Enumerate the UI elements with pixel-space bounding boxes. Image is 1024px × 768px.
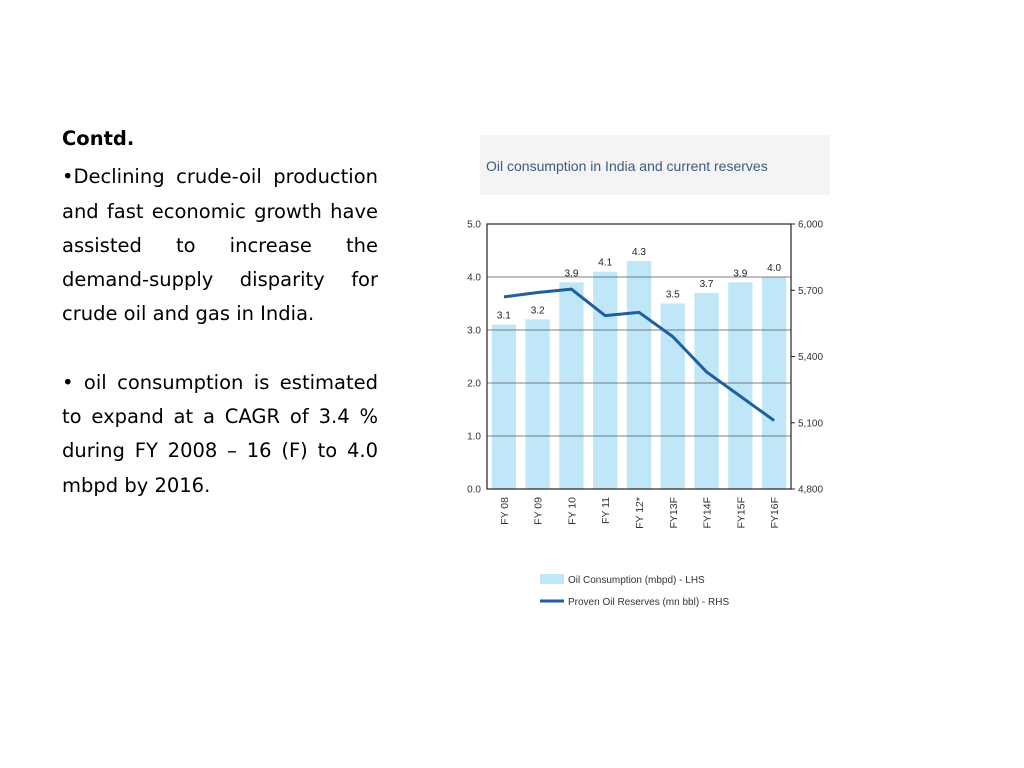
bar-value-label-8: 3.9 <box>733 268 747 279</box>
bar-5 <box>626 261 652 489</box>
chart-title: Oil consumption in India and current res… <box>486 158 768 174</box>
bar-value-label-9: 4.0 <box>767 263 781 274</box>
legend-label-consumption: Oil Consumption (mbpd) - LHS <box>568 575 705 586</box>
chart-svg: Oil consumption in India and current res… <box>467 135 830 608</box>
left-axis-tick-5: 4.0 <box>467 273 481 284</box>
legend-label-reserves: Proven Oil Reserves (mn bbl) - RHS <box>568 597 729 608</box>
category-label-8: FY15F <box>735 497 747 529</box>
bar-4 <box>593 271 618 489</box>
category-label-9: FY16F <box>769 497 781 529</box>
bar-7 <box>694 292 719 489</box>
bar-value-label-3: 3.9 <box>564 268 578 279</box>
bar-8 <box>728 282 753 489</box>
left-axis-tick-1: 0.0 <box>467 485 481 496</box>
category-label-1: FY 08 <box>499 497 511 525</box>
bar-value-label-1: 3.1 <box>497 311 511 322</box>
bar-2 <box>525 319 550 489</box>
slide-heading: Contd. <box>62 127 135 150</box>
right-axis-tick-4: 5,700 <box>798 286 823 297</box>
category-label-7: FY14F <box>702 497 714 529</box>
right-axis-tick-3: 5,400 <box>798 352 823 363</box>
text-column: Contd. •Declining crude-oil production a… <box>62 122 378 503</box>
reserves-line <box>503 287 775 422</box>
bar-value-label-7: 3.7 <box>700 279 714 290</box>
bar-value-label-6: 3.5 <box>666 290 680 301</box>
bar-value-label-4: 4.1 <box>598 258 612 269</box>
bar-3 <box>559 282 584 489</box>
left-axis-tick-6: 5.0 <box>467 220 481 231</box>
right-axis-tick-2: 5,100 <box>798 418 823 429</box>
legend-swatch-consumption <box>540 574 564 584</box>
category-label-3: FY 10 <box>566 497 578 525</box>
bar-value-label-2: 3.2 <box>531 305 545 316</box>
bar-6 <box>660 303 685 489</box>
bar-value-label-5: 4.3 <box>632 247 646 258</box>
paragraph-production-disparity: •Declining crude-oil production and fast… <box>62 165 378 326</box>
category-label-6: FY13F <box>668 497 680 529</box>
left-axis-tick-2: 1.0 <box>467 432 481 443</box>
category-label-5: FY 12* <box>634 497 646 529</box>
category-label-4: FY 11 <box>600 497 612 524</box>
paragraph-consumption-cagr: • oil consumption is estimated to expand… <box>62 370 378 497</box>
oil-consumption-chart: Oil consumption in India and current res… <box>450 135 850 625</box>
category-label-2: FY 09 <box>533 497 545 525</box>
left-axis-tick-3: 2.0 <box>467 379 481 390</box>
bar-1 <box>491 324 517 489</box>
right-axis-tick-1: 4,800 <box>798 485 823 496</box>
left-axis-tick-4: 3.0 <box>467 326 481 337</box>
chart-title-band <box>480 135 830 195</box>
right-axis-tick-5: 6,000 <box>798 220 823 231</box>
